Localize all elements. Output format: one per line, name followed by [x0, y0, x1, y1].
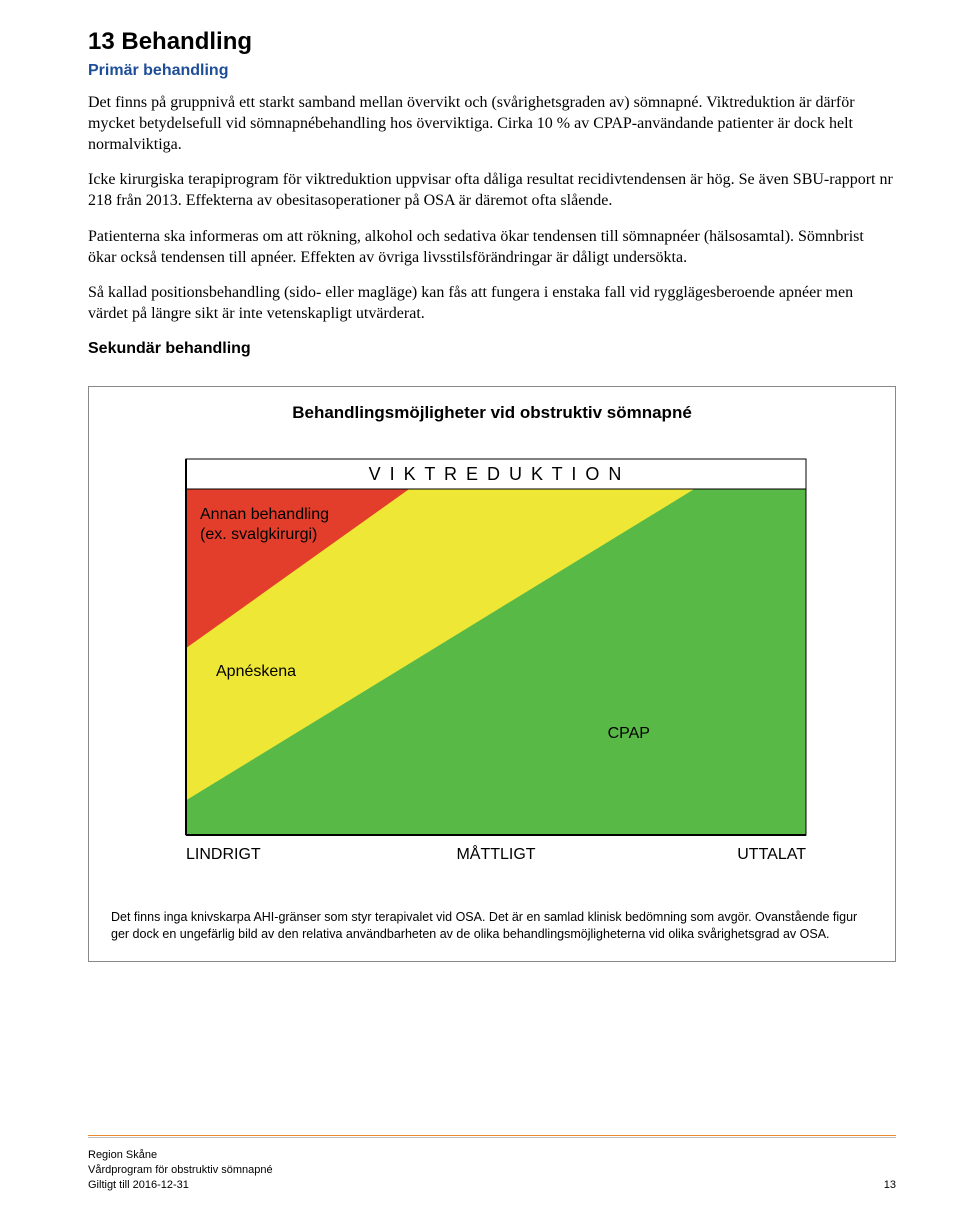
footer-line: Region Skåne — [88, 1148, 896, 1163]
svg-text:CPAP: CPAP — [608, 725, 650, 742]
chart-wrapper: V I K T R E D U K T I O N Annan behandlin… — [111, 439, 873, 879]
body-paragraph: Så kallad positionsbehandling (sido- ell… — [88, 282, 896, 324]
figure-title: Behandlingsmöjligheter vid obstruktiv sö… — [111, 403, 873, 423]
subheading-secondary: Sekundär behandling — [88, 340, 896, 358]
svg-text:MÅTTLIGT: MÅTTLIGT — [456, 844, 535, 863]
svg-text:V I K T R E D U K T I O N: V I K T R E D U K T I O N — [369, 464, 624, 484]
body-paragraph: Patienterna ska informeras om att röknin… — [88, 226, 896, 268]
subheading-primary: Primär behandling — [88, 62, 896, 80]
body-paragraph: Icke kirurgiska terapiprogram för viktre… — [88, 169, 896, 211]
figure-caption: Det finns inga knivskarpa AHI-gränser so… — [111, 909, 873, 943]
body-paragraph: Det finns på gruppnivå ett starkt samban… — [88, 92, 896, 155]
page-number: 13 — [884, 1179, 896, 1191]
page-footer: Region Skåne Vårdprogram för obstruktiv … — [88, 1135, 896, 1193]
figure-box: Behandlingsmöjligheter vid obstruktiv sö… — [88, 386, 896, 962]
svg-text:Apnéskena: Apnéskena — [216, 663, 296, 680]
svg-text:(ex. svalgkirurgi): (ex. svalgkirurgi) — [200, 526, 317, 543]
footer-line: Vårdprogram för obstruktiv sömnapné — [88, 1163, 896, 1178]
footer-rule-orange — [88, 1135, 896, 1136]
footer-rule-grey — [88, 1137, 896, 1138]
treatment-chart: V I K T R E D U K T I O N Annan behandlin… — [152, 439, 832, 879]
svg-text:Annan behandling: Annan behandling — [200, 506, 329, 523]
svg-text:LINDRIGT: LINDRIGT — [186, 846, 261, 863]
footer-line: Giltigt till 2016-12-31 — [88, 1178, 189, 1193]
svg-text:UTTALAT: UTTALAT — [737, 846, 806, 863]
section-heading: 13 Behandling — [88, 28, 896, 56]
